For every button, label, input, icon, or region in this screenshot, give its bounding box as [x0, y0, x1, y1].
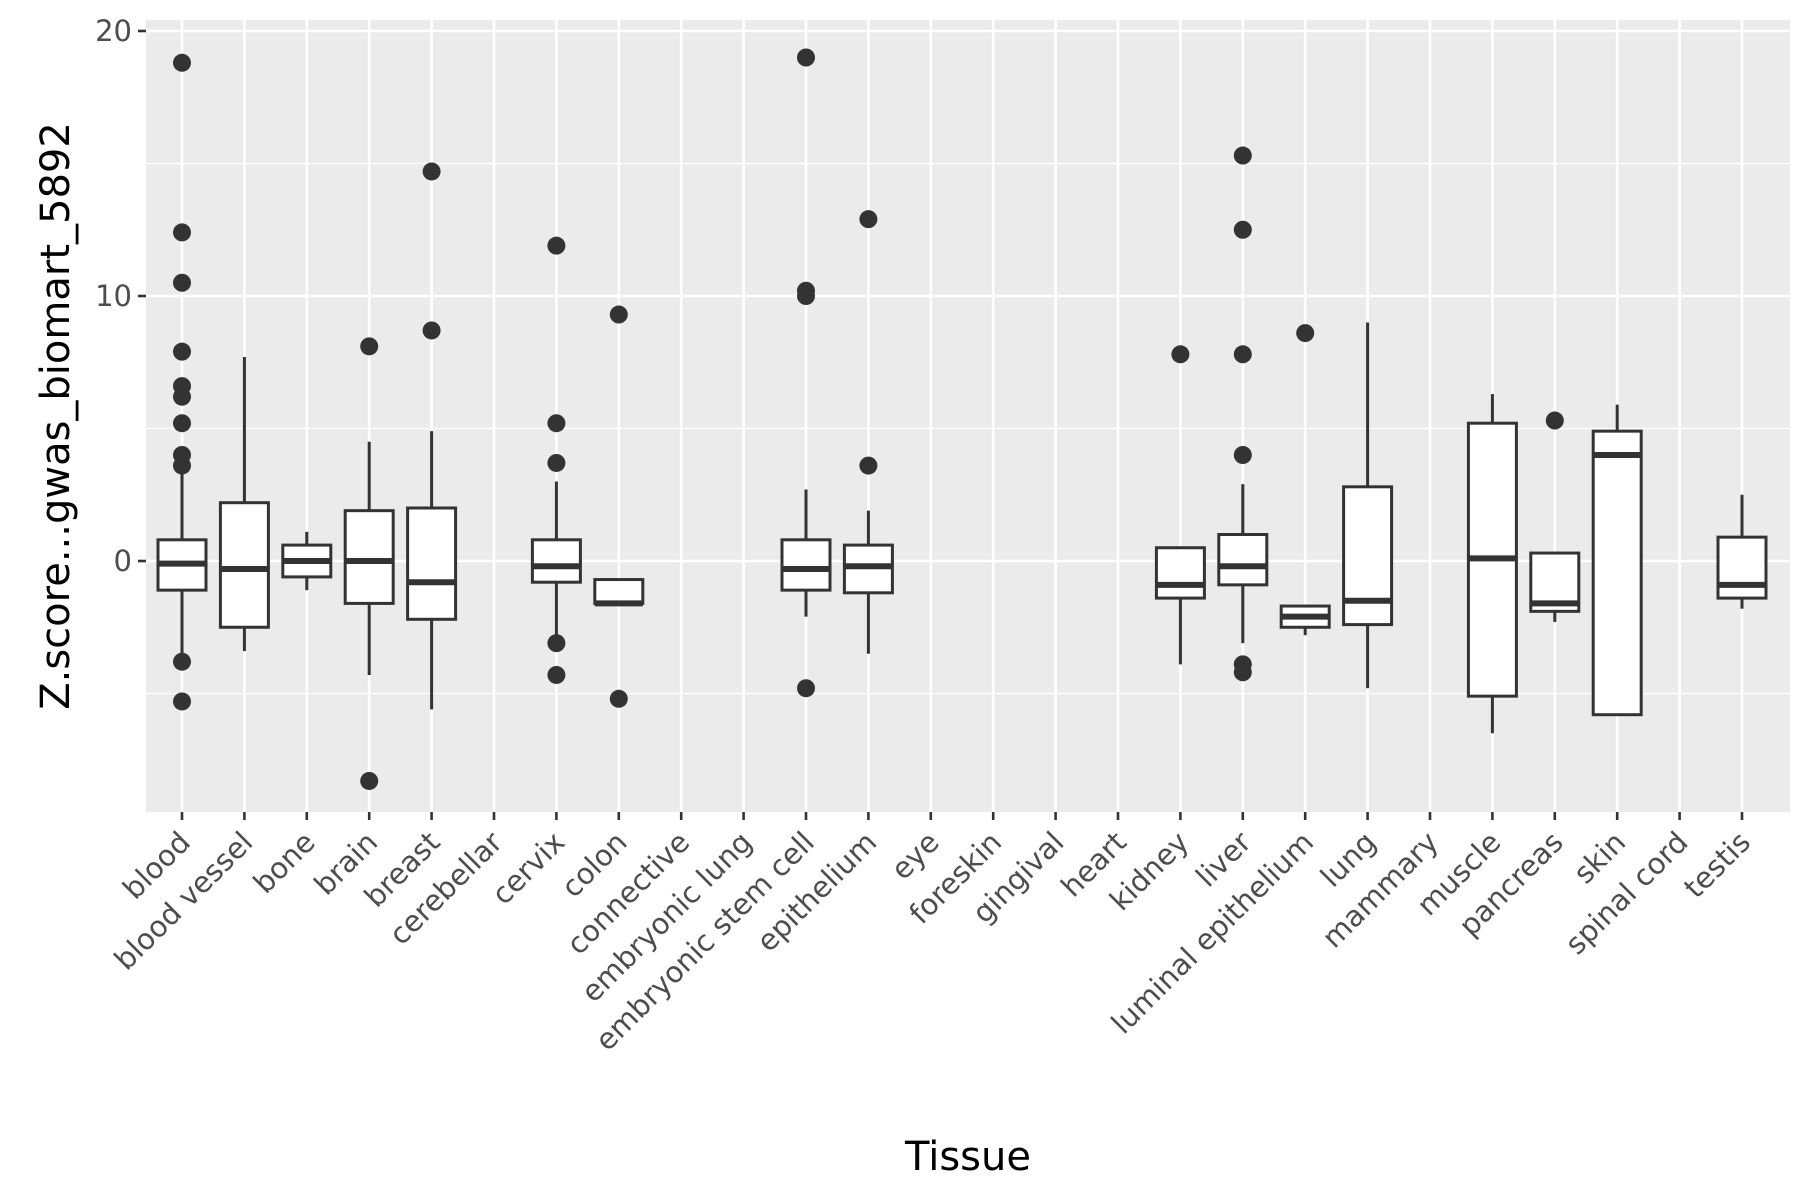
- x-tick-label: testis: [1677, 825, 1757, 905]
- outlier-point: [173, 414, 191, 433]
- box-blood-vessel: [218, 356, 270, 652]
- box-epithelium: [842, 210, 894, 654]
- box-iqr: [1342, 485, 1394, 627]
- box-liver: [1217, 146, 1269, 682]
- outlier-point: [1233, 345, 1252, 364]
- outlier-point: [547, 414, 566, 433]
- outlier-point: [173, 456, 191, 475]
- outlier-point: [360, 771, 379, 790]
- box-iqr: [530, 538, 582, 584]
- box-kidney: [1154, 345, 1206, 665]
- outlier-point: [797, 287, 815, 305]
- box-skin: [1591, 404, 1643, 717]
- outlier-point: [797, 679, 815, 698]
- box-brain: [343, 337, 395, 790]
- outlier-point: [1171, 345, 1190, 364]
- box-muscle: [1466, 394, 1518, 734]
- outlier-point: [859, 456, 878, 475]
- box-iqr: [1716, 535, 1768, 600]
- box-colon: [593, 305, 645, 708]
- box-iqr: [218, 501, 270, 629]
- outlier-point: [609, 689, 628, 708]
- outlier-point: [1233, 446, 1252, 464]
- box-testis: [1716, 494, 1768, 609]
- x-axis-title: Tissue: [904, 1134, 1031, 1180]
- box-series: [156, 48, 1768, 790]
- box-iqr: [1154, 546, 1206, 600]
- outlier-point: [547, 453, 566, 472]
- outlier-point: [609, 305, 628, 324]
- box-bone: [281, 531, 333, 591]
- box-cervix: [530, 236, 582, 684]
- outlier-point: [1233, 220, 1252, 239]
- box-iqr: [1217, 533, 1269, 587]
- y-tick-label: 20: [95, 14, 132, 48]
- x-tick-label: cervix: [485, 825, 571, 911]
- outlier-point: [1233, 663, 1252, 682]
- outlier-point: [1233, 146, 1252, 165]
- y-axis-title: Z.score...gwas_biomart_5892: [33, 122, 79, 710]
- y-tick-label: 10: [95, 279, 132, 313]
- box-lung: [1342, 322, 1394, 689]
- outlier-point: [859, 210, 878, 229]
- outlier-point: [1296, 324, 1315, 343]
- box-blood: [156, 53, 208, 711]
- box-embryonic-stem-cell: [780, 48, 832, 698]
- box-luminal-epithelium: [1279, 324, 1331, 636]
- box-iqr: [780, 538, 832, 592]
- outlier-point: [547, 665, 566, 684]
- outlier-point: [422, 162, 441, 181]
- y-tick-label: 0: [114, 544, 132, 578]
- outlier-point: [1545, 411, 1564, 430]
- outlier-point: [547, 236, 566, 255]
- outlier-point: [173, 692, 191, 711]
- outlier-point: [173, 342, 191, 361]
- box-breast: [406, 162, 458, 710]
- outlier-point: [173, 387, 191, 406]
- outlier-point: [173, 223, 191, 242]
- outlier-point: [797, 48, 815, 67]
- box-iqr: [593, 578, 645, 605]
- box-iqr: [406, 506, 458, 621]
- box-iqr: [343, 509, 395, 605]
- outlier-point: [173, 53, 191, 72]
- outlier-point: [422, 321, 441, 340]
- outlier-point: [360, 337, 379, 356]
- box-pancreas: [1529, 411, 1581, 622]
- outlier-point: [173, 652, 191, 671]
- outlier-point: [173, 273, 191, 292]
- box-iqr: [1591, 429, 1643, 717]
- y-axis: 0 10 20: [95, 14, 146, 578]
- x-tick-label: bone: [247, 825, 322, 900]
- outlier-point: [547, 634, 566, 653]
